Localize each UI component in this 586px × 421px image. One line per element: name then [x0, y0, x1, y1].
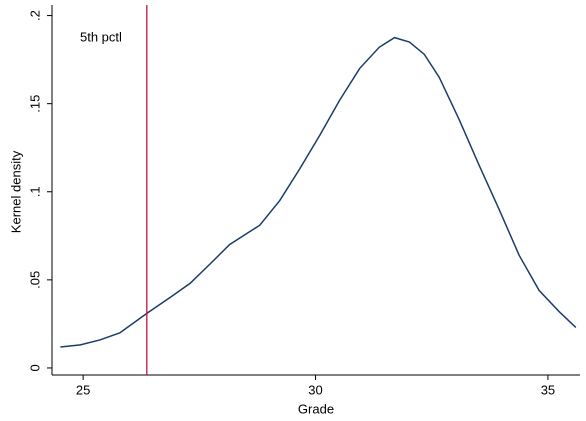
y-tick-label: 0: [27, 364, 42, 371]
y-tick-label: .1: [27, 186, 42, 197]
percentile-label: 5th pctl: [80, 29, 122, 44]
y-tick-label: .05: [27, 271, 42, 289]
x-tick-label: 35: [541, 382, 555, 397]
density-line: [60, 36, 577, 348]
y-axis-label: Kernel density: [8, 150, 23, 233]
y-tick-label: .2: [27, 10, 42, 21]
y-tick-label: .15: [27, 95, 42, 113]
x-tick-label: 25: [76, 382, 90, 397]
x-tick-label: 30: [308, 382, 322, 397]
x-axis-label: Grade: [298, 401, 334, 416]
